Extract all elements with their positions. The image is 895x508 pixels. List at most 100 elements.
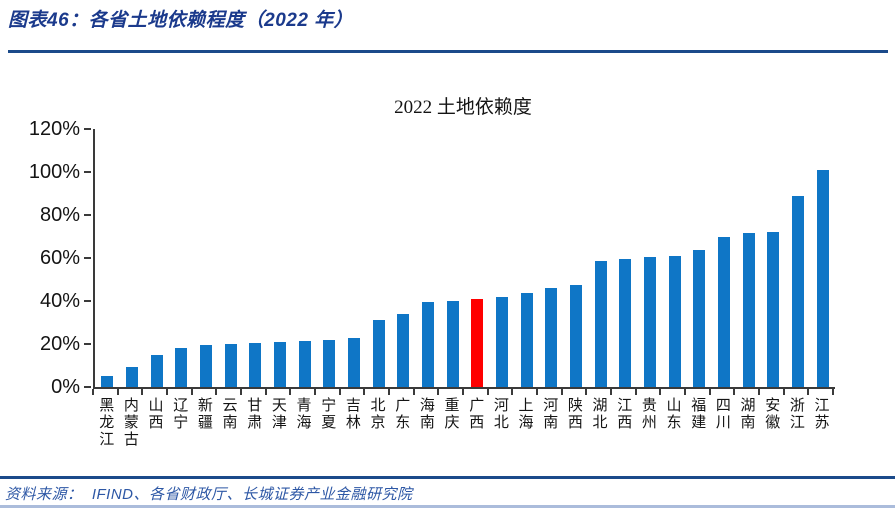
x-tick-mark — [733, 389, 736, 395]
x-category-label: 广东 — [389, 397, 414, 431]
x-category-label-text: 山东 — [664, 397, 682, 431]
x-tick-mark — [116, 389, 119, 395]
x-tick-mark — [684, 389, 686, 395]
x-category-label: 江西 — [611, 397, 636, 431]
x-category-label-text: 黑龙江 — [97, 397, 115, 448]
x-category-label-text: 河南 — [541, 397, 559, 431]
bar-浙江 — [792, 195, 804, 387]
bar-天津 — [274, 341, 286, 387]
bar-重庆 — [446, 301, 459, 387]
x-tick-mark — [190, 389, 193, 395]
x-tick-mark — [462, 389, 464, 395]
bar-湖南 — [742, 233, 755, 387]
x-tick-mark — [92, 389, 94, 395]
x-category-label-text: 吉林 — [343, 397, 361, 431]
bar-吉林 — [348, 337, 360, 387]
x-category-label-text: 福建 — [689, 397, 707, 431]
y-tick-label: 120% — [28, 118, 80, 140]
y-tick-mark — [84, 300, 91, 302]
bar-内蒙古 — [126, 366, 138, 387]
x-category-label: 海南 — [414, 397, 439, 431]
y-tick-mark — [84, 257, 91, 259]
x-tick-mark — [758, 389, 760, 395]
x-tick-mark — [659, 389, 662, 395]
x-category-label: 辽宁 — [167, 397, 192, 431]
x-tick-mark — [166, 389, 168, 395]
x-category-label: 山西 — [142, 397, 167, 431]
x-category-label: 新疆 — [192, 397, 217, 431]
bar-宁夏 — [323, 339, 336, 387]
x-category-label-text: 广西 — [467, 397, 485, 431]
bar-辽宁 — [175, 348, 188, 387]
bar-上海 — [520, 293, 533, 387]
x-tick-mark — [560, 389, 563, 395]
x-category-label: 云南 — [216, 397, 241, 431]
x-tick-mark — [437, 389, 440, 395]
x-tick-mark — [289, 389, 292, 395]
bar-河北 — [496, 296, 508, 387]
x-tick-mark — [388, 389, 390, 395]
x-category-label-text: 江西 — [615, 397, 633, 431]
x-category-label: 广西 — [463, 397, 488, 431]
y-tick-label: 100% — [28, 161, 80, 183]
y-tick-label: 40% — [39, 290, 80, 312]
x-category-label-text: 海南 — [417, 397, 435, 431]
bar-河南 — [545, 288, 558, 387]
source-note: 资料来源： IFIND、各省财政厅、长城证券产业金融研究院 — [5, 486, 413, 503]
bar-贵州 — [644, 256, 656, 387]
bar-云南 — [224, 344, 237, 387]
x-category-label: 重庆 — [438, 397, 463, 431]
x-tick-mark — [807, 389, 810, 395]
x-category-label: 吉林 — [340, 397, 365, 431]
x-category-label-text: 广东 — [393, 397, 411, 431]
x-category-label-text: 青海 — [294, 397, 312, 431]
x-tick-mark — [215, 389, 218, 395]
y-tick-label: 80% — [39, 204, 80, 226]
figure-caption: 图表46：各省土地依赖程度（2022 年） — [8, 10, 354, 31]
x-tick-mark — [264, 389, 267, 395]
bar-甘肃 — [249, 342, 262, 387]
x-tick-mark — [412, 389, 415, 395]
x-category-label-text: 宁夏 — [319, 397, 337, 431]
x-tick-mark — [338, 389, 341, 395]
x-category-label-text: 山西 — [146, 397, 164, 431]
bar-黑龙江 — [101, 376, 114, 387]
bar-广西 — [471, 298, 484, 387]
x-category-label: 山东 — [660, 397, 685, 431]
y-tick-mark — [84, 386, 91, 388]
bar-广东 — [397, 313, 410, 387]
x-category-label-text: 甘肃 — [245, 397, 263, 431]
bar-江苏 — [816, 169, 829, 387]
x-tick-mark — [363, 389, 366, 395]
x-tick-mark — [634, 389, 637, 395]
x-category-label-text: 天津 — [269, 397, 287, 431]
chart-title: 2022 土地依赖度 — [394, 97, 532, 118]
x-tick-mark — [536, 389, 538, 395]
bar-福建 — [693, 250, 706, 387]
bar-山西 — [150, 354, 163, 387]
x-category-label-text: 上海 — [516, 397, 534, 431]
x-category-label: 河北 — [488, 397, 513, 431]
x-category-label: 贵州 — [636, 397, 661, 431]
bar-湖北 — [594, 261, 607, 387]
bar-安徽 — [767, 232, 780, 387]
bar-北京 — [372, 320, 385, 387]
x-category-label: 宁夏 — [315, 397, 340, 431]
x-category-label-text: 陕西 — [565, 397, 583, 431]
x-tick-mark — [610, 389, 612, 395]
x-category-label-text: 湖南 — [738, 397, 756, 431]
y-tick-mark — [84, 128, 91, 130]
y-tick-label: 60% — [39, 247, 80, 269]
x-category-label: 内蒙古 — [118, 397, 143, 448]
x-category-label-text: 河北 — [491, 397, 509, 431]
x-tick-mark — [511, 389, 514, 395]
x-tick-mark — [141, 389, 144, 395]
bar-陕西 — [570, 284, 582, 387]
bar-青海 — [298, 340, 311, 387]
x-category-label: 安徽 — [759, 397, 784, 431]
x-category-label: 陕西 — [562, 397, 587, 431]
x-category-label-text: 贵州 — [639, 397, 657, 431]
x-tick-mark — [708, 389, 711, 395]
x-category-label-text: 浙江 — [787, 397, 805, 431]
x-category-label: 甘肃 — [241, 397, 266, 431]
